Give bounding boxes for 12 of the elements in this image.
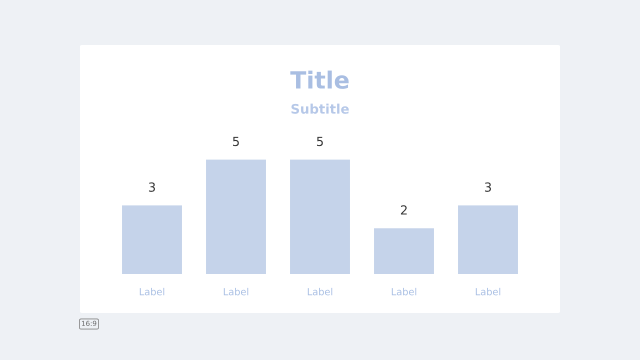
data-label: 3 (148, 182, 155, 192)
chart-subtitle: Subtitle (291, 104, 349, 114)
data-label: 5 (316, 136, 323, 146)
data-label: 2 (400, 205, 407, 215)
data-label: 3 (484, 182, 491, 192)
x-tick-label: Label (392, 288, 416, 296)
x-tick-label: Label (224, 288, 248, 296)
chart-title: Title (290, 70, 349, 89)
x-tick-label: Label (476, 288, 500, 296)
data-label: 5 (232, 136, 239, 146)
x-tick-label: Label (140, 288, 164, 296)
x-tick-label: Label (308, 288, 332, 296)
